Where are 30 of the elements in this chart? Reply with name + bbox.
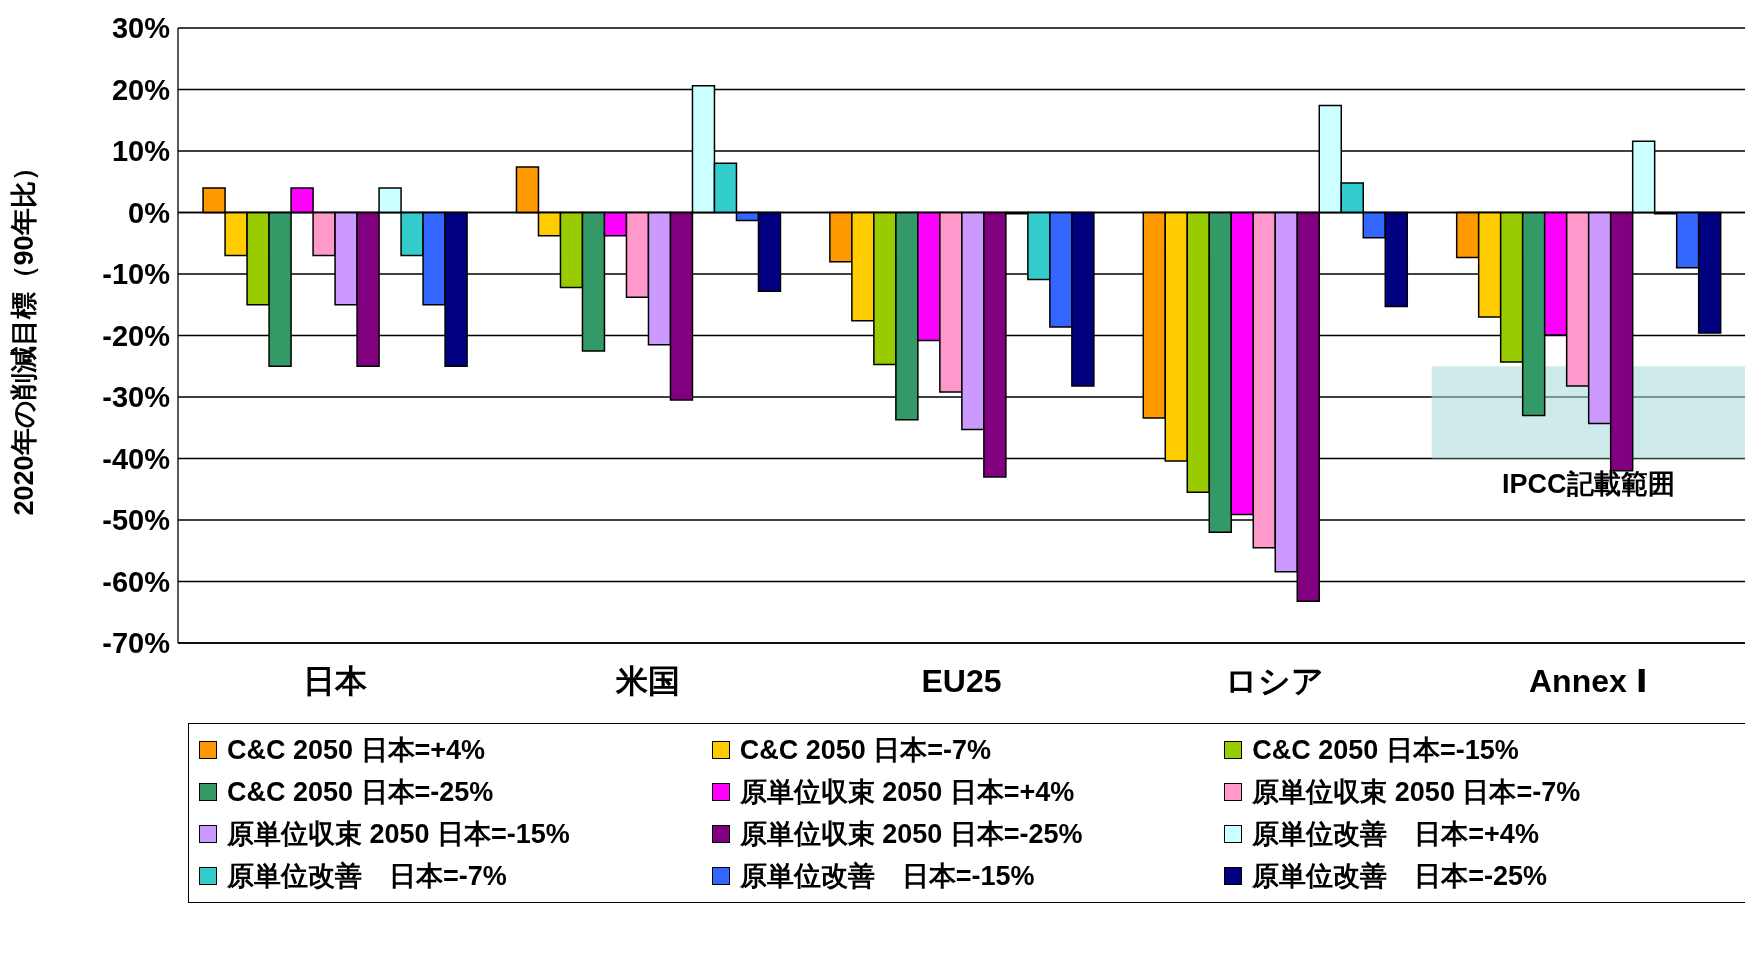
y-tick-label: -50% [102,504,171,537]
x-tick-label: Annex Ⅰ [1529,662,1648,699]
y-tick-label: -60% [102,565,171,598]
x-tick-label: 米国 [615,662,681,699]
x-tick-label: ロシア [1225,662,1325,699]
legend-label: C&C 2050 日本=-7% [739,734,992,767]
y-tick-label: -70% [102,627,171,660]
y-tick-label: -40% [102,442,171,475]
legend-label: C&C 2050 日本=+4% [227,734,486,767]
y-axis-title: 2020年の削減目標（90年比） [8,154,39,516]
legend-label: 原単位収束 2050 日本=-15% [227,818,570,851]
legend-label: 原単位収束 2050 日本=-7% [1252,776,1581,809]
y-tick-label: -30% [102,381,171,414]
x-tick-label: 日本 [302,662,368,699]
legend-label: 原単位改善 日本=-7% [227,860,507,893]
y-tick-label: -20% [102,319,171,352]
y-tick-label: 10% [111,135,171,168]
y-tick-label: 20% [111,73,171,106]
y-tick-label: -10% [102,258,171,291]
legend-label: C&C 2050 日本=-15% [1252,734,1519,767]
y-tick-label: 30% [111,12,171,45]
legend-label: 原単位改善 日本=+4% [1252,818,1539,851]
band-label: IPCC記載範囲 [1502,468,1675,499]
legend-label: C&C 2050 日本=-25% [227,776,494,809]
legend-label: 原単位収束 2050 日本=-25% [739,818,1083,851]
x-tick-label: EU25 [921,662,1002,699]
legend-label: 原単位改善 日本=-15% [739,860,1035,893]
y-tick-label: 0% [128,196,171,229]
legend-label: 原単位改善 日本=-25% [1252,860,1548,893]
legend-label: 原単位収束 2050 日本=+4% [739,776,1075,809]
